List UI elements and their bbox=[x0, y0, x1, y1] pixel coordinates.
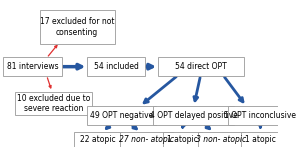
FancyBboxPatch shape bbox=[74, 132, 122, 148]
FancyBboxPatch shape bbox=[120, 132, 173, 148]
Text: 4 OPT delayed positive: 4 OPT delayed positive bbox=[150, 111, 238, 120]
FancyBboxPatch shape bbox=[158, 57, 244, 76]
FancyBboxPatch shape bbox=[4, 57, 62, 76]
FancyBboxPatch shape bbox=[241, 132, 280, 148]
FancyBboxPatch shape bbox=[40, 10, 115, 44]
Text: 49 OPT negative: 49 OPT negative bbox=[90, 111, 153, 120]
Text: 54 direct OPT: 54 direct OPT bbox=[175, 62, 226, 71]
FancyBboxPatch shape bbox=[153, 106, 234, 125]
Text: 10 excluded due to
severe reaction: 10 excluded due to severe reaction bbox=[17, 94, 90, 113]
FancyBboxPatch shape bbox=[228, 106, 292, 125]
Text: 22 atopic: 22 atopic bbox=[80, 135, 116, 144]
Text: 17 excluded for not
consenting: 17 excluded for not consenting bbox=[40, 17, 114, 37]
Text: 1 OPT inconclusive: 1 OPT inconclusive bbox=[224, 111, 296, 120]
Text: 81 interviews: 81 interviews bbox=[7, 62, 58, 71]
FancyBboxPatch shape bbox=[87, 106, 156, 125]
FancyBboxPatch shape bbox=[87, 57, 145, 76]
Text: 27 non- atopic: 27 non- atopic bbox=[119, 135, 174, 144]
Text: 54 included: 54 included bbox=[94, 62, 138, 71]
FancyBboxPatch shape bbox=[15, 92, 92, 115]
Text: 1 atopic: 1 atopic bbox=[245, 135, 276, 144]
Text: 3 non- atopic: 3 non- atopic bbox=[196, 135, 247, 144]
Text: 1 atopic: 1 atopic bbox=[167, 135, 198, 144]
FancyBboxPatch shape bbox=[198, 132, 245, 148]
FancyBboxPatch shape bbox=[163, 132, 202, 148]
